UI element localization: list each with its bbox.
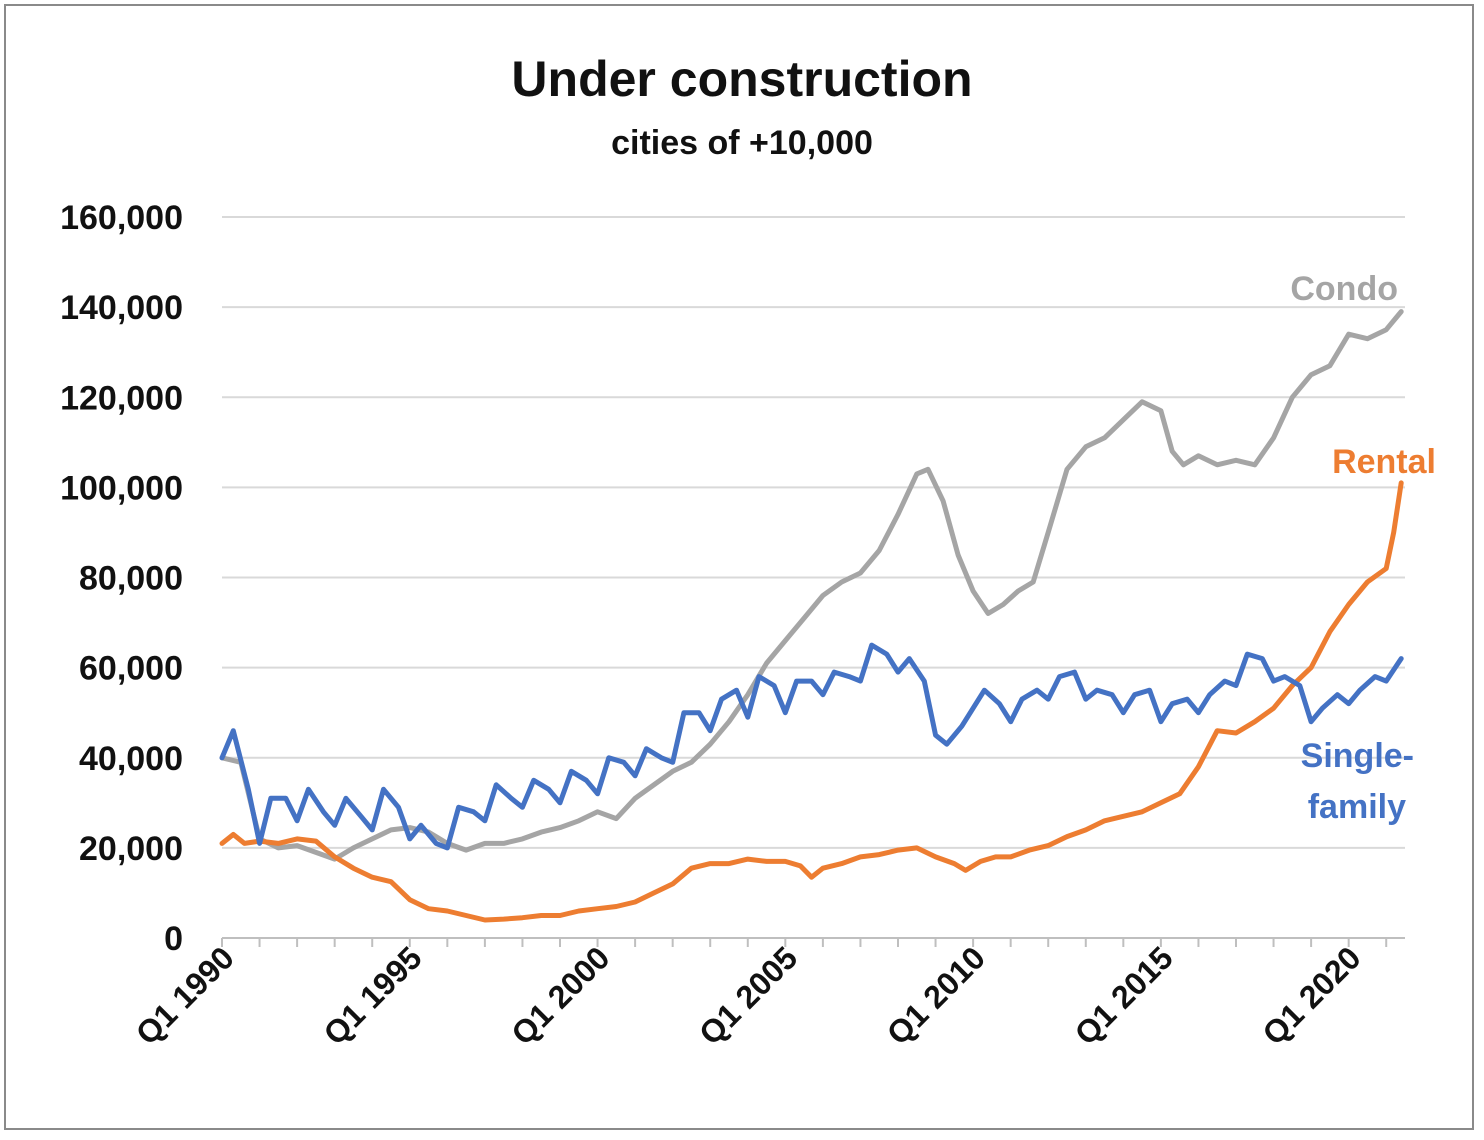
- x-tick-label: Q1 1990: [129, 939, 241, 1051]
- series-label-condo: Condo: [1290, 270, 1398, 308]
- chart-title: Under construction: [511, 51, 973, 107]
- x-tick-label: Q1 2005: [692, 939, 804, 1051]
- y-tick-label: 140,000: [60, 289, 183, 327]
- y-tick-label: 20,000: [79, 830, 183, 868]
- series-label-rental: Rental: [1332, 443, 1436, 481]
- series-line-rental: [219, 480, 1404, 923]
- y-tick-label: 60,000: [79, 650, 183, 688]
- x-tick-label: Q1 2015: [1068, 939, 1180, 1051]
- x-tick-label: Q1 1995: [316, 939, 428, 1051]
- y-tick-label: 100,000: [60, 469, 183, 507]
- series-label-single-family: family: [1308, 788, 1406, 826]
- y-tick-label: 160,000: [60, 199, 183, 237]
- y-tick-label: 0: [164, 920, 183, 958]
- series-label-single-family: Single-: [1301, 737, 1414, 775]
- series-line-condo: [219, 309, 1404, 862]
- y-tick-label: 80,000: [79, 560, 183, 598]
- x-tick-label: Q1 2000: [504, 939, 616, 1051]
- chart-subtitle: cities of +10,000: [611, 124, 873, 162]
- x-tick-label: Q1 2010: [880, 939, 992, 1051]
- y-tick-label: 120,000: [60, 379, 183, 417]
- chart-frame: [4, 4, 1474, 1130]
- y-tick-label: 40,000: [79, 740, 183, 778]
- series-line-single-family: [219, 642, 1404, 851]
- x-tick-label: Q1 2020: [1255, 939, 1367, 1051]
